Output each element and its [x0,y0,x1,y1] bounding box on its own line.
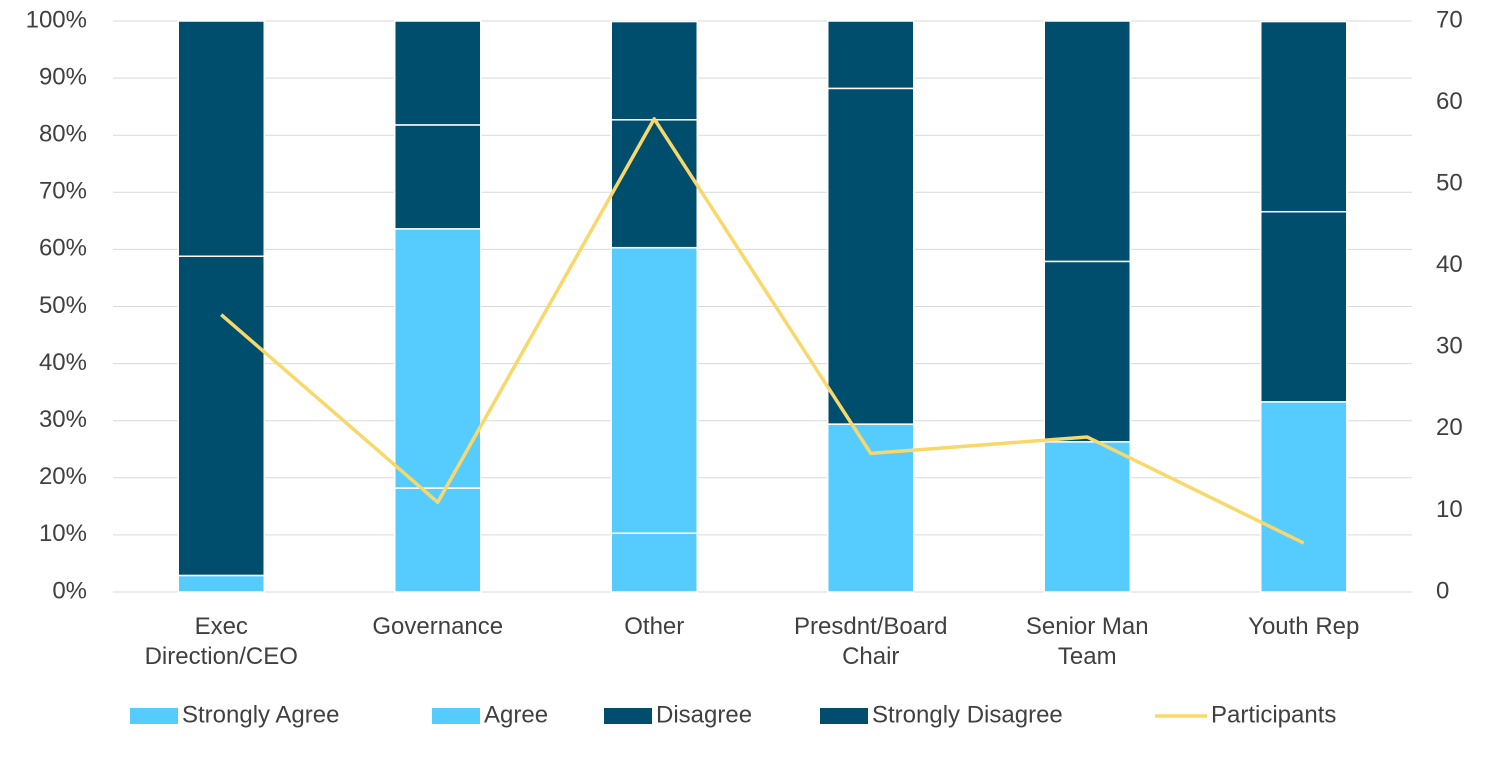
y-tick-label: 60% [39,235,87,262]
bar-segment [177,574,265,593]
legend-swatch [820,708,868,724]
legend-label: Strongly Disagree [872,701,1063,728]
legend-label: Participants [1211,701,1336,728]
y2-tick-label: 60 [1436,88,1463,115]
bar-segment [827,87,915,425]
legend-label: Disagree [656,701,752,728]
y2-tick-label: 0 [1436,577,1449,604]
y-tick-label: 40% [39,349,87,376]
y-tick-label: 80% [39,121,87,148]
y-tick-label: 100% [26,6,87,33]
y2-tick-label: 50 [1436,169,1463,196]
y-tick-label: 0% [52,577,87,604]
bar-segment [610,20,698,121]
x-tick-label: Exec Direction/CEO [144,613,298,670]
y2-tick-label: 40 [1436,251,1463,278]
bar-segment [394,124,482,230]
y-tick-label: 20% [39,463,87,490]
y-tick-label: 50% [39,292,87,319]
y-tick-label: 30% [39,406,87,433]
bar-segment [177,255,265,577]
x-tick-label: Other [624,613,685,640]
y2-tick-label: 10 [1436,496,1463,523]
bar-segment [1043,20,1131,263]
line-series [220,117,1305,545]
x-tick-label: Youth Rep [1248,613,1360,640]
y2-tick-label: 20 [1436,414,1463,441]
y-tick-label: 70% [39,178,87,205]
y-tick-label: 10% [39,520,87,547]
legend-swatch [432,708,480,724]
bar-segment [827,20,915,90]
legend-swatch [604,708,652,724]
legend-label: Strongly Agree [182,701,339,728]
legend-swatch [130,708,178,724]
bar-segment [394,20,482,126]
x-tick-label: Governance [372,613,504,640]
x-tick-label: Presdnt/Board Chair [794,613,948,670]
bar-segment [1260,401,1348,593]
bar-segment [394,228,482,489]
y2-tick-label: 30 [1436,333,1463,360]
y2-tick-label: 70 [1436,6,1463,33]
bar-segment [1260,20,1348,213]
bar-segment [610,119,698,249]
x-tick-label: Senior Man Team [1025,613,1149,670]
bar-segment [177,20,265,258]
bar-segment [1043,260,1131,443]
bar-segment [394,487,482,593]
legend-label: Agree [484,701,548,728]
y-tick-label: 90% [39,63,87,90]
bar-segment [1043,441,1131,593]
bar-segment [610,532,698,593]
bar-segment [1260,210,1348,403]
bar-segment [610,246,698,534]
